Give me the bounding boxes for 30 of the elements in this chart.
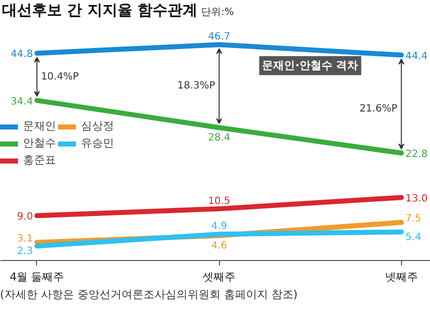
legend-label: 안철수 xyxy=(23,136,56,150)
data-label: 22.8 xyxy=(405,149,428,160)
data-label: 4.6 xyxy=(211,240,228,252)
data-label: 9.0 xyxy=(17,212,33,223)
data-label: 3.1 xyxy=(17,233,33,244)
chart-subtitle: 단위:% xyxy=(201,7,234,18)
data-label: 2.3 xyxy=(17,246,33,257)
legend-label: 심상정 xyxy=(81,118,114,134)
data-label: 44.8 xyxy=(10,49,33,60)
data-label: 7.5 xyxy=(405,213,422,224)
data-label: 34.4 xyxy=(10,96,33,108)
x-tick-label: 넷째주 xyxy=(384,270,418,284)
x-tick-label: 셋째주 xyxy=(202,270,236,284)
legend-label: 유승민 xyxy=(81,136,114,150)
chart-title: 대선후보 간 지지율 함수관계 xyxy=(2,1,198,19)
legend-label: 홍준표 xyxy=(23,152,56,168)
annotation: 18.3%P xyxy=(177,80,216,92)
data-label: 13.0 xyxy=(405,193,428,204)
data-label: 44.4 xyxy=(405,51,428,62)
data-label: 10.5 xyxy=(208,196,230,207)
x-tick-label: 4월 둘째주 xyxy=(10,270,64,284)
text: (자세한 사항은 중앙선거여론조사심의위원회 홈페이지 참조) xyxy=(0,287,298,303)
annotation: 21.6%P xyxy=(360,103,398,114)
data-label: 28.4 xyxy=(208,132,230,144)
data-label: 4.9 xyxy=(211,221,228,232)
annotation: 문재인·안철수 격차 xyxy=(262,59,358,72)
legend-label: 문재인 xyxy=(23,118,56,134)
data-label: 46.7 xyxy=(208,32,230,43)
data-label: 5.4 xyxy=(405,232,422,243)
annotation: 10.4%P xyxy=(40,71,79,82)
